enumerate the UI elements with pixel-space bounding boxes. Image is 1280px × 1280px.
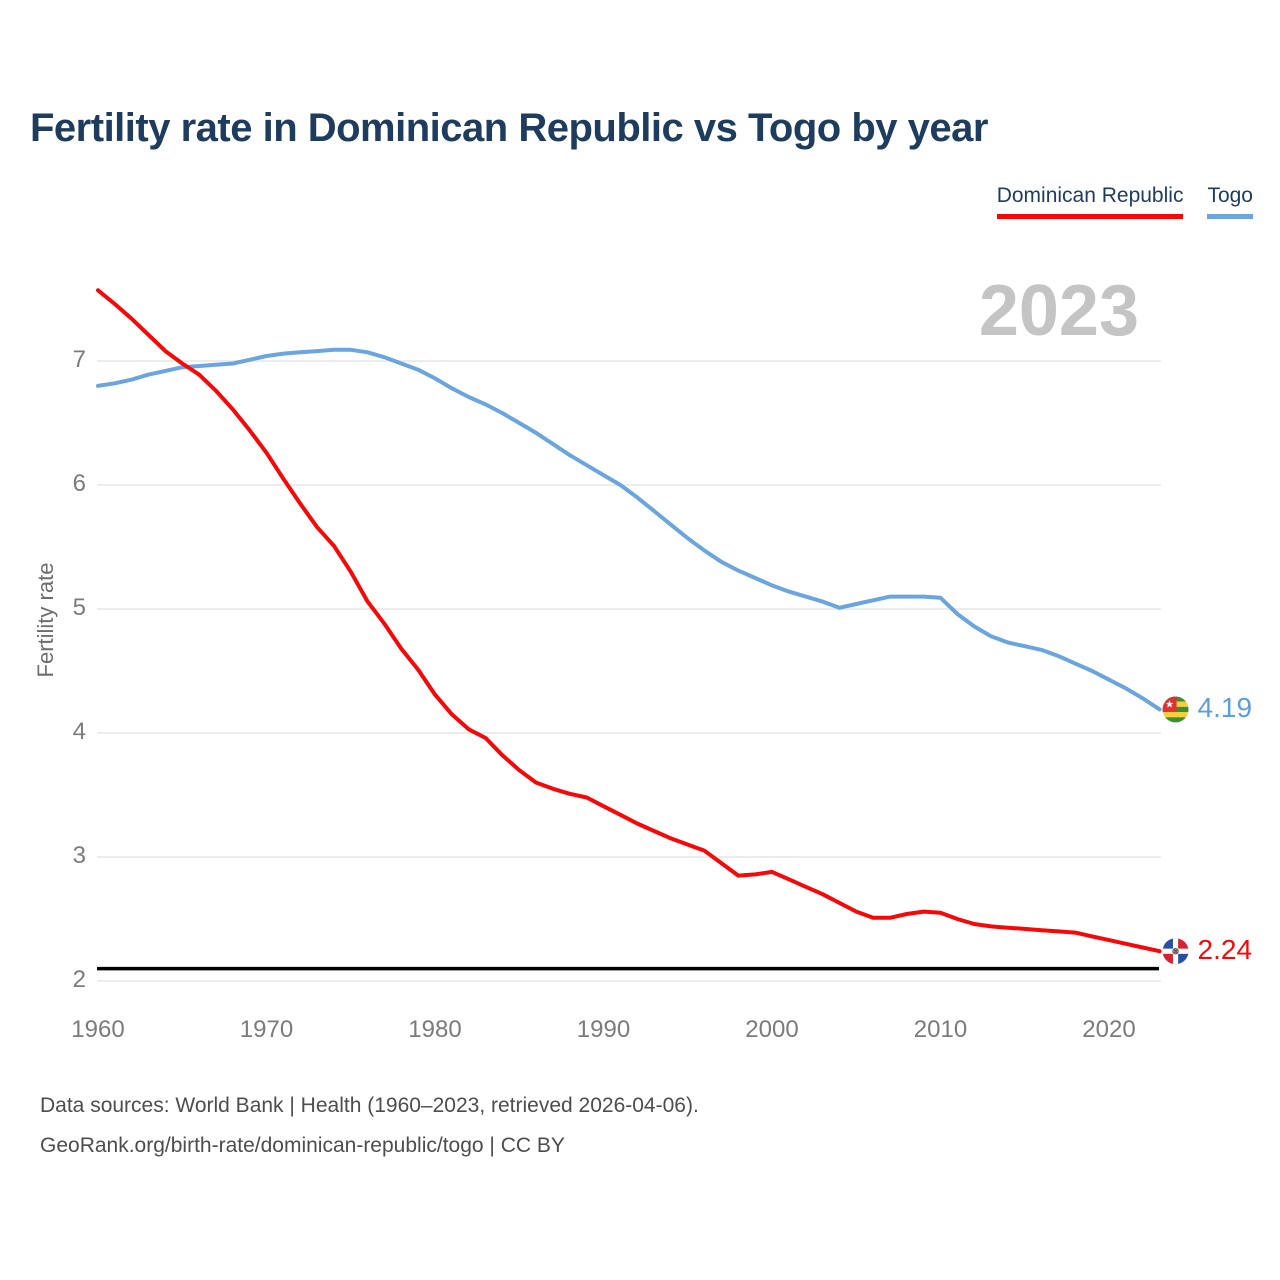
y-tick-label: 7 — [72, 346, 86, 373]
attribution-line: GeoRank.org/birth-rate/dominican-republi… — [40, 1134, 565, 1157]
togo-flag-icon — [1162, 696, 1189, 723]
y-tick-label: 5 — [72, 594, 86, 621]
legend-item-togo[interactable]: Togo — [1207, 184, 1253, 219]
data-lines — [96, 288, 1162, 954]
legend: Dominican Republic Togo — [996, 184, 1253, 219]
end-value-dominican-republic: 2.24 — [1197, 934, 1253, 966]
y-tick-label: 3 — [72, 842, 86, 869]
dominican-republic-flag-icon — [1162, 938, 1189, 965]
x-tick-label: 1980 — [408, 1016, 462, 1043]
y-tick-label: 4 — [72, 718, 86, 745]
y-tick-label: 2 — [72, 966, 86, 993]
x-tick-label: 1960 — [71, 1016, 125, 1043]
data-sources-line: Data sources: World Bank | Health (1960–… — [40, 1094, 699, 1117]
line-togo — [96, 347, 1162, 712]
footer: Data sources: World Bank | Health (1960–… — [40, 1086, 1140, 1166]
legend-item-dominican-republic[interactable]: Dominican Republic — [996, 184, 1184, 219]
x-tick-label: 2000 — [745, 1016, 799, 1043]
watermark-year: 2023 — [978, 271, 1139, 351]
x-tick-label: 1990 — [576, 1016, 631, 1043]
x-tick-label: 2010 — [913, 1016, 968, 1043]
x-tick-label: 1970 — [239, 1016, 294, 1043]
gridlines — [97, 360, 1161, 982]
line-dominican-republic — [96, 288, 1162, 954]
x-tick-label: 2020 — [1082, 1016, 1136, 1043]
page-title: Fertility rate in Dominican Republic vs … — [30, 106, 988, 150]
y-tick-label: 6 — [72, 470, 86, 497]
end-value-togo: 4.19 — [1197, 692, 1253, 724]
